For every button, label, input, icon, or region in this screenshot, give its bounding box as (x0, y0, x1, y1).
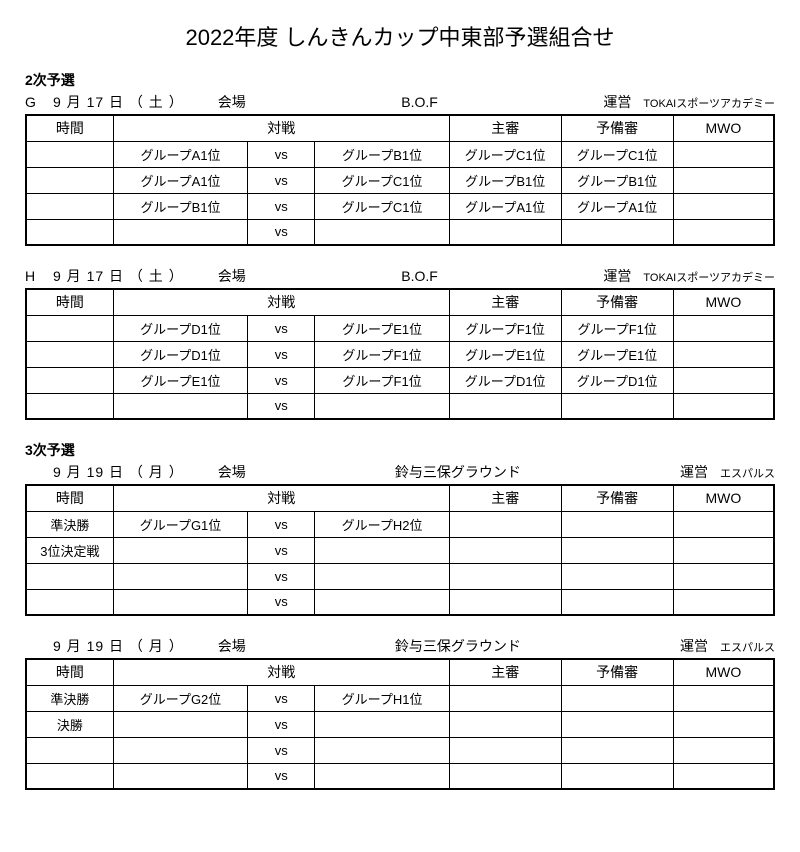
block-g-venue: B.O.F (252, 94, 588, 110)
block-3a-date: 9 月 19 日 （ 月 ） (53, 462, 184, 482)
block-3a-meta: 9 月 19 日 （ 月 ） 会場 鈴与三保グラウンド 運営 エスパルス (25, 462, 775, 482)
block-3b-date: 9 月 19 日 （ 月 ） (53, 636, 184, 656)
col-mwo: MWO (673, 659, 774, 685)
block-g-operator: TOKAIスポーツアカデミー (643, 95, 775, 111)
col-taisen: 対戦 (113, 659, 449, 685)
table-header-row: 時間 対戦 主審 予備審 MWO (26, 115, 774, 141)
col-shushin: 主審 (449, 289, 561, 315)
kaijo-label: 会場 (218, 266, 246, 286)
block-h: H 9 月 17 日 （ 土 ） 会場 B.O.F 運営 TOKAIスポーツアカ… (25, 266, 775, 420)
table-row: vs (26, 737, 774, 763)
table-row: グループA1位vsグループB1位グループC1位グループC1位 (26, 141, 774, 167)
block-3b-operator: エスパルス (720, 639, 775, 655)
col-shushin: 主審 (449, 485, 561, 511)
table-row: vs (26, 393, 774, 419)
table-row: 3位決定戦vs (26, 537, 774, 563)
section-3-label: 3次予選 (25, 440, 775, 460)
col-taisen: 対戦 (113, 115, 449, 141)
col-mwo: MWO (673, 289, 774, 315)
table-row: vs (26, 589, 774, 615)
block-3b-venue: 鈴与三保グラウンド (252, 636, 664, 656)
table-row: 準決勝グループG2位vsグループH1位 (26, 685, 774, 711)
unei-label: 運営 (680, 636, 708, 656)
kaijo-label: 会場 (218, 636, 246, 656)
col-time: 時間 (26, 115, 113, 141)
col-time: 時間 (26, 289, 113, 315)
col-yobishin: 予備審 (561, 659, 673, 685)
block-g-date: 9 月 17 日 （ 土 ） (53, 92, 184, 112)
table-row: グループD1位vsグループF1位グループE1位グループE1位 (26, 341, 774, 367)
unei-label: 運営 (603, 92, 631, 112)
col-shushin: 主審 (449, 659, 561, 685)
table-header-row: 時間 対戦 主審 予備審 MWO (26, 289, 774, 315)
block-h-group: H (25, 268, 47, 284)
block-3a: 9 月 19 日 （ 月 ） 会場 鈴与三保グラウンド 運営 エスパルス 時間 … (25, 462, 775, 616)
section-2-label: 2次予選 (25, 70, 775, 90)
block-3a-operator: エスパルス (720, 465, 775, 481)
block-g: G 9 月 17 日 （ 土 ） 会場 B.O.F 運営 TOKAIスポーツアカ… (25, 92, 775, 246)
table-row: vs (26, 563, 774, 589)
table-row: 準決勝グループG1位vsグループH2位 (26, 511, 774, 537)
block-3a-table: 時間 対戦 主審 予備審 MWO 準決勝グループG1位vsグループH2位 3位決… (25, 484, 775, 616)
block-g-table: 時間 対戦 主審 予備審 MWO グループA1位vsグループB1位グループC1位… (25, 114, 775, 246)
col-time: 時間 (26, 485, 113, 511)
block-3a-venue: 鈴与三保グラウンド (252, 462, 664, 482)
block-g-group: G (25, 94, 47, 110)
col-yobishin: 予備審 (561, 115, 673, 141)
block-h-venue: B.O.F (252, 268, 588, 284)
block-h-table: 時間 対戦 主審 予備審 MWO グループD1位vsグループE1位グループF1位… (25, 288, 775, 420)
table-row: グループD1位vsグループE1位グループF1位グループF1位 (26, 315, 774, 341)
block-h-meta: H 9 月 17 日 （ 土 ） 会場 B.O.F 運営 TOKAIスポーツアカ… (25, 266, 775, 286)
block-3b-table: 時間 対戦 主審 予備審 MWO 準決勝グループG2位vsグループH1位 決勝v… (25, 658, 775, 790)
col-mwo: MWO (673, 485, 774, 511)
col-time: 時間 (26, 659, 113, 685)
kaijo-label: 会場 (218, 92, 246, 112)
table-row: vs (26, 763, 774, 789)
table-row: グループA1位vsグループC1位グループB1位グループB1位 (26, 167, 774, 193)
block-g-meta: G 9 月 17 日 （ 土 ） 会場 B.O.F 運営 TOKAIスポーツアカ… (25, 92, 775, 112)
col-taisen: 対戦 (113, 289, 449, 315)
page-title: 2022年度 しんきんカップ中東部予選組合せ (25, 20, 775, 52)
col-mwo: MWO (673, 115, 774, 141)
table-row: グループE1位vsグループF1位グループD1位グループD1位 (26, 367, 774, 393)
table-header-row: 時間 対戦 主審 予備審 MWO (26, 485, 774, 511)
block-3b-meta: 9 月 19 日 （ 月 ） 会場 鈴与三保グラウンド 運営 エスパルス (25, 636, 775, 656)
table-row: グループB1位vsグループC1位グループA1位グループA1位 (26, 193, 774, 219)
block-h-date: 9 月 17 日 （ 土 ） (53, 266, 184, 286)
table-row: 決勝vs (26, 711, 774, 737)
col-taisen: 対戦 (113, 485, 449, 511)
unei-label: 運営 (680, 462, 708, 482)
col-yobishin: 予備審 (561, 485, 673, 511)
col-yobishin: 予備審 (561, 289, 673, 315)
kaijo-label: 会場 (218, 462, 246, 482)
col-shushin: 主審 (449, 115, 561, 141)
unei-label: 運営 (603, 266, 631, 286)
block-h-operator: TOKAIスポーツアカデミー (643, 269, 775, 285)
table-header-row: 時間 対戦 主審 予備審 MWO (26, 659, 774, 685)
block-3b: 9 月 19 日 （ 月 ） 会場 鈴与三保グラウンド 運営 エスパルス 時間 … (25, 636, 775, 790)
table-row: vs (26, 219, 774, 245)
